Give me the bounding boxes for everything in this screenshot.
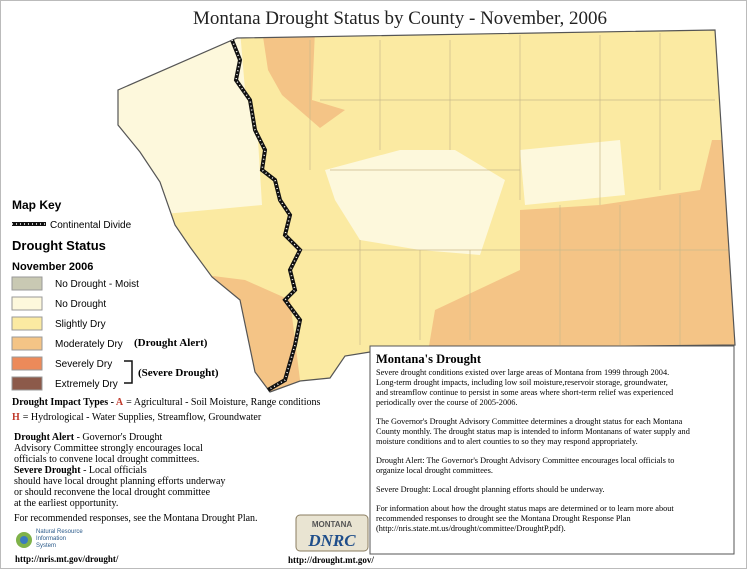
impact-a: Drought Impact Types - A = Agricultural -…: [12, 397, 320, 408]
note-line: Drought Alert - Governor's Drought: [14, 432, 162, 443]
note-line: or should reconvene the local drought co…: [14, 487, 211, 498]
severe-tag: (Severe Drought): [138, 367, 219, 379]
logo-text: System: [36, 543, 56, 549]
divide-label: Continental Divide: [50, 220, 132, 231]
info-line: Severe drought conditions existed over l…: [376, 368, 669, 377]
info-line: periodically over the course of 2005-200…: [376, 398, 517, 407]
logo-text: DNRC: [307, 531, 356, 550]
note-text: Advisory Committee strongly encourages l…: [14, 443, 203, 454]
impact-text: = Hydrological - Water Supplies, Streamf…: [23, 412, 262, 423]
impact-h: H = Hydrological - Water Supplies, Stream…: [12, 412, 262, 423]
info-line: Drought Alert: The Governor's Drought Ad…: [376, 456, 674, 465]
key-heading: Map Key: [12, 198, 62, 212]
impact-code: H: [12, 412, 20, 423]
info-text: Severe drought conditions existed over l…: [376, 368, 691, 533]
link[interactable]: http://nris.mt.gov/drought/: [15, 554, 119, 564]
legend-swatch: [11, 336, 43, 351]
info-line: For information about how the drought st…: [376, 504, 674, 513]
logo-text: Natural Resource: [36, 529, 83, 535]
status-heading: Drought Status: [12, 238, 106, 253]
link[interactable]: http://drought.mt.gov/: [288, 555, 374, 565]
legend-label: Severely Dry: [55, 359, 112, 370]
impact-heading: Drought Impact Types -: [12, 397, 116, 408]
state-outline: [117, 29, 736, 393]
logo-text: Information: [36, 536, 66, 542]
note-line: Severe Drought - Local officials: [14, 465, 147, 476]
plan-note: For recommended responses, see the Monta…: [14, 513, 258, 524]
legend-label: Moderately Dry: [55, 339, 123, 350]
note-text: - Local officials: [81, 465, 147, 476]
info-line: The Governor's Drought Advisory Committe…: [376, 417, 683, 426]
info-line: Severe Drought: Local drought planning e…: [376, 485, 605, 494]
legend-swatch: [11, 356, 43, 371]
continental-divide: [230, 39, 303, 392]
legend-label: No Drought: [55, 299, 106, 310]
alert-tag: (Drought Alert): [134, 337, 208, 349]
bracket: [124, 360, 133, 384]
note-text: should have local drought planning effor…: [14, 476, 225, 487]
note-text: officials to convene local drought commi…: [14, 454, 199, 465]
info-line: recommended responses to drought see the…: [376, 514, 631, 523]
legend-label: No Drought - Moist: [55, 279, 139, 290]
info-line: moisture conditions and to alert countie…: [376, 437, 638, 446]
info-line: County monthly. The drought status map i…: [376, 427, 691, 436]
note-line: Advisory Committee strongly encourages l…: [14, 443, 203, 454]
logo-text: MONTANA: [312, 520, 353, 529]
info-line: Long-term drought impacts, including low…: [376, 378, 668, 387]
info-line: and streamflow continue to persist in so…: [376, 388, 674, 397]
info-line: (http://nris.state.mt.us/drought/committ…: [376, 524, 566, 533]
note-text: - Governor's Drought: [74, 432, 162, 443]
nris-logo: Natural Resource Information System: [16, 529, 83, 549]
info-title: Montana's Drought: [376, 352, 482, 366]
info-box: [369, 345, 735, 555]
note-line: should have local drought planning effor…: [14, 476, 225, 487]
impact-text: = Agricultural - Soil Moisture, Range co…: [126, 397, 320, 408]
legend-swatch: [11, 296, 43, 311]
note-text: at the earliest opportunity.: [14, 498, 118, 509]
legend-swatch: [11, 316, 43, 331]
note-text: or should reconvene the local drought co…: [14, 487, 211, 498]
dnrc-logo: MONTANA DNRC: [295, 514, 369, 552]
info-line: organize local drought committees.: [376, 466, 493, 475]
status-period: November 2006: [12, 261, 93, 273]
note-term: Drought Alert: [14, 432, 75, 443]
map-title: Montana Drought Status by County - Novem…: [193, 8, 607, 29]
note-line: officials to convene local drought commi…: [14, 454, 199, 465]
legend-label: Extremely Dry: [55, 379, 118, 390]
legend: No Drought - Moist No Drought Slightly Dry…: [11, 276, 139, 391]
legend-swatch: [11, 376, 43, 391]
legend-swatch: [11, 276, 43, 291]
legend-label: Slightly Dry: [55, 319, 106, 330]
note-term: Severe Drought: [14, 465, 81, 476]
note-line: at the earliest opportunity.: [14, 498, 118, 509]
impact-code: A: [116, 397, 124, 408]
notes: Drought Alert - Governor's DroughtAdviso…: [14, 432, 225, 509]
